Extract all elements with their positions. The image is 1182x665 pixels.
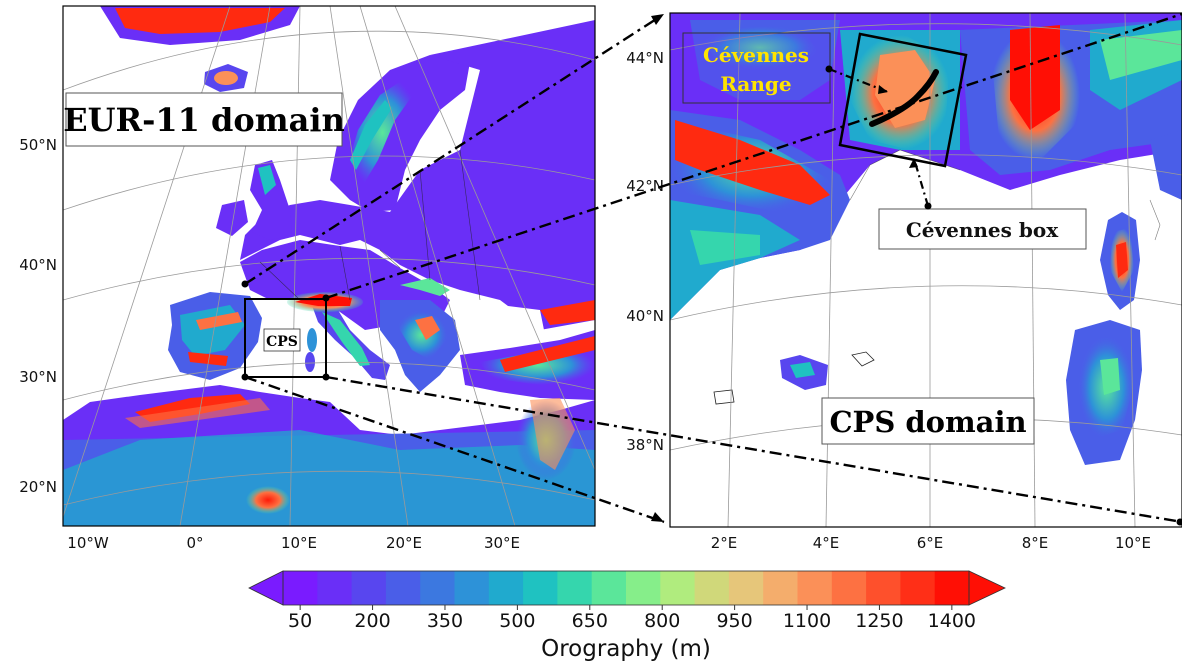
cps-title: CPS domain [829,405,1026,439]
left-lon-tick-10w: 10°W [67,534,109,552]
cps-title-box [821,397,1035,445]
right-lon-tick-8e: 8°E [1022,534,1049,552]
colorbar-segment [557,571,593,605]
colorbar-high-extension [968,570,1006,606]
colorbar: 50 200 350 500 650 800 950 1100 1250 1400 Orograp… [248,570,1006,662]
colorbar-tick-label: 1250 [855,610,903,632]
ireland [216,200,248,236]
cevennes-range-label-line2: Range [720,72,791,96]
left-map: CPS [63,6,595,526]
colorbar-segment [626,571,661,605]
colorbar-tick-label: 1100 [783,610,831,632]
colorbar-segment [283,571,318,605]
colorbar-segment [866,571,901,605]
colorbar-segment [694,571,730,605]
left-lon-tick-10e: 10°E [281,534,317,552]
colorbar-segment [591,571,627,605]
colorbar-frame [282,570,970,606]
cevennes-range-pointer [828,67,889,94]
cps-domain-box [244,298,327,378]
menorca [851,351,875,367]
colorbar-segment [523,571,558,605]
left-map-frame [62,5,596,527]
colorbar-segment [385,571,421,605]
colorbar-segment [900,571,936,605]
colorbar-segment [831,571,867,605]
colorbar-tick-label: 650 [572,610,608,632]
great-britain [250,160,292,240]
cevennes-box [838,32,968,168]
right-lon-tick-10e: 10°E [1115,534,1151,552]
colorbar-tick-label: 200 [354,610,390,632]
black-sea [455,305,545,348]
colorbar-tick-label: 950 [716,610,752,632]
cevennes-box-label-box [878,208,1087,250]
eur11-title-box [65,92,343,147]
right-lat-tick-40: 40°N [626,307,664,325]
colorbar-segment [317,571,353,605]
colorbar-segment [660,571,696,605]
right-lat-tick-38: 38°N [626,436,664,454]
cevennes-box-label: Cévennes box [906,218,1059,242]
right-lat-tick-44: 44°N [626,49,664,67]
left-lat-tick-40: 40°N [19,256,57,274]
left-lat-tick-50: 50°N [19,136,57,154]
left-lon-tick-20e: 20°E [386,534,422,552]
greenland-icecap [115,8,285,34]
left-lon-tick-30e: 30°E [484,534,520,552]
colorbar-segment [420,571,455,605]
colorbar-tick-label: 800 [644,610,680,632]
right-map-frame [669,12,1182,528]
cevennes-range-label-box [682,32,831,104]
left-lon-tick-0: 0° [186,534,203,552]
ibiza [713,389,735,405]
cps-box-label: CPS [266,334,298,350]
eastern-europe [240,20,595,330]
cevennes-box-pointer [913,161,930,207]
left-lat-tick-20: 20°N [19,478,57,496]
colorbar-segment [454,571,490,605]
colorbar-label: Orography (m) [541,636,711,662]
eur11-title: EUR-11 domain [63,101,345,139]
right-map [670,13,1182,527]
right-lon-tick-2e: 2°E [711,534,738,552]
colorbar-segment [728,571,764,605]
right-lon-tick-6e: 6°E [917,534,944,552]
cevennes-range-line [869,69,939,127]
colorbar-segments [283,571,970,605]
right-lon-tick-4e: 4°E [813,534,840,552]
colorbar-tick-label: 350 [427,610,463,632]
colorbar-ticks: 50 200 350 500 650 800 950 1100 1250 1400 [288,605,976,632]
colorbar-segment [351,571,387,605]
colorbar-segment [763,571,798,605]
zoom-connectors [244,12,1182,524]
colorbar-segment [797,571,833,605]
cevennes-range-label-line1: Cévennes [703,43,809,67]
colorbar-tick-label: 500 [499,610,535,632]
pyrenees [675,120,830,205]
colorbar-tick-label: 50 [288,610,312,632]
colorbar-tick-label: 1400 [928,610,976,632]
left-lat-tick-30: 30°N [19,368,57,386]
colorbar-segment [934,571,970,605]
colorbar-segment [488,571,524,605]
right-lat-tick-42: 42°N [626,177,664,195]
colorbar-low-extension [248,570,284,606]
